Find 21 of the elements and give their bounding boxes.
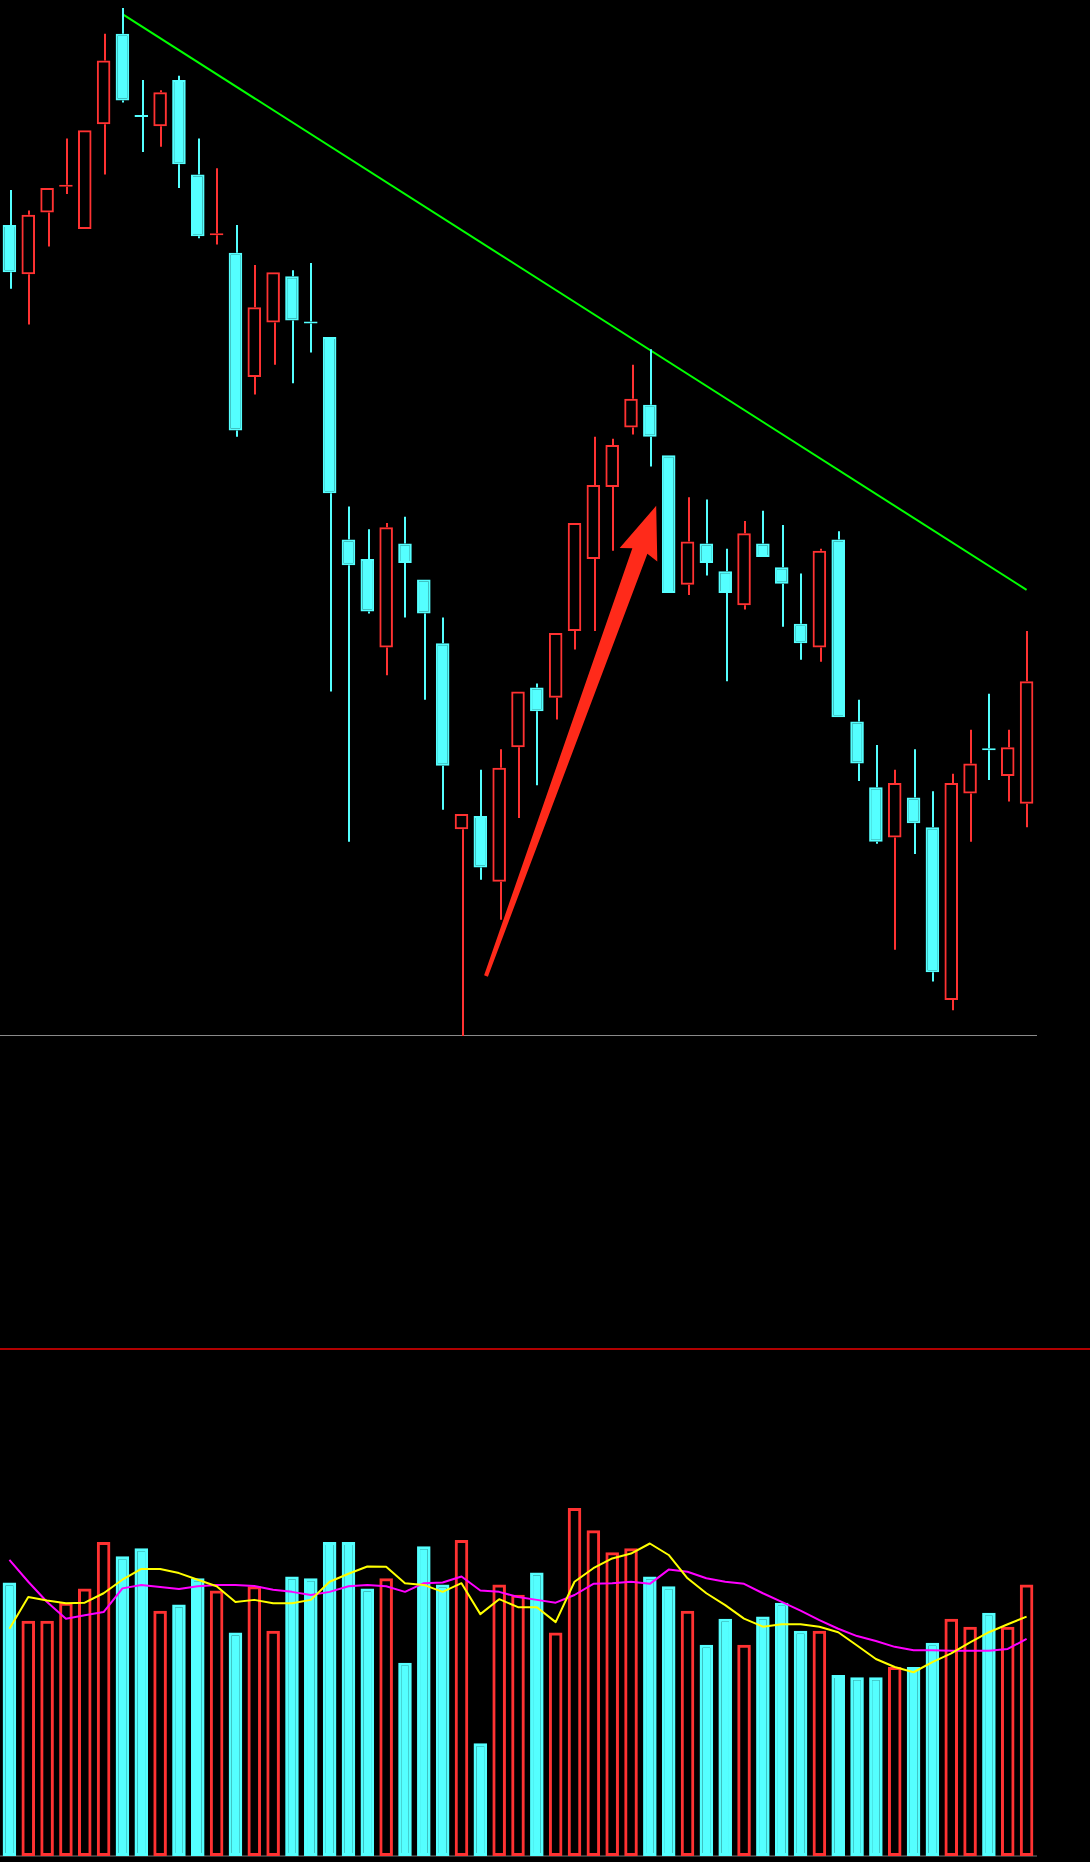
candlestick [643,348,657,468]
candlestick [115,7,130,104]
candlestick [341,505,356,843]
candlestick [850,698,864,783]
candlestick [530,682,544,787]
candlestick [172,74,186,189]
candlestick [831,530,845,718]
candlestick [228,223,243,438]
candlestick [925,790,940,983]
candlestick [2,188,17,290]
candlestick [435,616,450,811]
candlestick [869,744,883,845]
candlestick [793,572,808,661]
candlestick [473,768,488,881]
candlestick [191,137,205,240]
candlestick [906,748,921,856]
candlestick [417,579,431,701]
candlestick [285,269,299,385]
candlestick [134,78,149,153]
candlestick [360,528,375,615]
candlestick [322,336,337,693]
